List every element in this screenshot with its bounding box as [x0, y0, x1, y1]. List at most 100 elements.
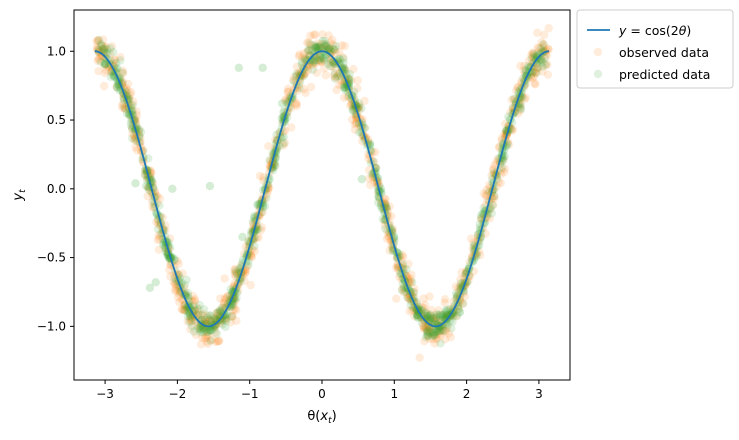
observed-point	[420, 323, 429, 332]
predicted-point	[244, 260, 253, 270]
observed-point	[190, 295, 200, 304]
predicted-point	[330, 45, 340, 55]
observed-point	[116, 52, 125, 62]
observed-point	[340, 64, 349, 73]
observed-point	[530, 79, 539, 88]
observed-point	[326, 38, 335, 47]
predicted-point	[221, 322, 230, 332]
observed-point	[528, 73, 537, 83]
observed-point	[259, 173, 268, 182]
predicted-point	[426, 313, 435, 323]
predicted-point	[320, 36, 329, 46]
observed-point	[385, 246, 394, 255]
predicted-point	[445, 304, 454, 314]
observed-point	[280, 138, 290, 147]
observed-point	[313, 39, 322, 48]
predicted-point	[220, 311, 229, 321]
predicted-point	[310, 57, 319, 66]
observed-point	[303, 47, 312, 56]
observed-point	[428, 335, 437, 344]
observed-point	[520, 61, 529, 71]
observed-point	[211, 337, 220, 346]
observed-point	[419, 294, 428, 303]
observed-point	[187, 316, 196, 326]
predicted-point	[357, 104, 366, 113]
x-tick-label: 0	[318, 387, 326, 401]
predicted-point	[180, 306, 190, 315]
observed-point	[246, 250, 256, 259]
observed-point	[102, 66, 111, 75]
observed-point	[190, 296, 200, 306]
observed-point	[231, 272, 240, 281]
observed-point	[528, 52, 538, 61]
predicted-point	[341, 85, 350, 95]
predicted-point	[532, 68, 541, 77]
predicted-point	[196, 321, 206, 331]
predicted-point-outlier	[142, 181, 151, 191]
observed-point	[131, 143, 140, 152]
predicted-point	[196, 328, 205, 337]
observed-point	[430, 316, 440, 326]
predicted-point	[318, 54, 328, 64]
observed-point	[500, 167, 509, 177]
observed-point	[304, 38, 313, 47]
observed-point	[489, 164, 498, 173]
predicted-point	[532, 52, 542, 61]
predicted-point	[421, 323, 431, 333]
observed-point	[258, 207, 267, 217]
observed-point	[122, 84, 131, 93]
observed-point	[427, 313, 437, 323]
observed-point	[230, 304, 239, 314]
observed-point	[120, 104, 130, 114]
predicted-point	[279, 139, 288, 148]
predicted-point	[308, 65, 317, 74]
observed-point	[152, 217, 161, 227]
observed-point	[170, 285, 180, 295]
observed-point	[490, 191, 499, 201]
legend: y = cos(2θ) observed data predicted data	[576, 9, 734, 89]
predicted-point	[438, 325, 447, 334]
observed-point	[521, 93, 530, 102]
legend-marker-observed	[593, 47, 603, 57]
observed-point	[327, 62, 336, 71]
observed-point	[533, 63, 542, 73]
observed-point	[485, 214, 494, 223]
predicted-point	[207, 326, 216, 335]
observed-point	[355, 101, 364, 111]
observed-point	[504, 140, 514, 149]
observed-point	[329, 45, 339, 54]
legend-label-cosine: y = cos(2θ)	[618, 23, 691, 38]
predicted-point	[476, 211, 486, 220]
observed-point	[301, 88, 310, 97]
predicted-point	[339, 82, 349, 92]
observed-point	[310, 42, 320, 52]
observed-point	[516, 106, 525, 115]
predicted-point	[489, 192, 499, 201]
predicted-point	[431, 312, 441, 322]
legend-label-observed: observed data	[619, 45, 709, 60]
observed-point	[512, 86, 521, 96]
predicted-point	[373, 198, 383, 207]
observed-point	[117, 101, 127, 110]
observed-point	[409, 284, 419, 293]
predicted-point	[311, 43, 320, 52]
observed-point	[161, 221, 170, 230]
predicted-point	[326, 62, 335, 71]
observed-point	[476, 251, 485, 260]
observed-point	[507, 126, 517, 135]
observed-point	[403, 272, 412, 281]
observed-point	[531, 68, 541, 78]
observed-point	[466, 234, 476, 243]
observed-point	[279, 141, 288, 150]
predicted-point	[381, 224, 390, 234]
observed-point	[100, 68, 110, 78]
observed-point	[337, 76, 346, 85]
observed-point	[105, 49, 115, 58]
observed-point	[292, 101, 302, 111]
observed-point	[281, 96, 290, 106]
predicted-point	[538, 57, 547, 67]
predicted-point	[218, 320, 227, 329]
observed-point	[247, 252, 256, 262]
observed-point	[449, 297, 458, 306]
